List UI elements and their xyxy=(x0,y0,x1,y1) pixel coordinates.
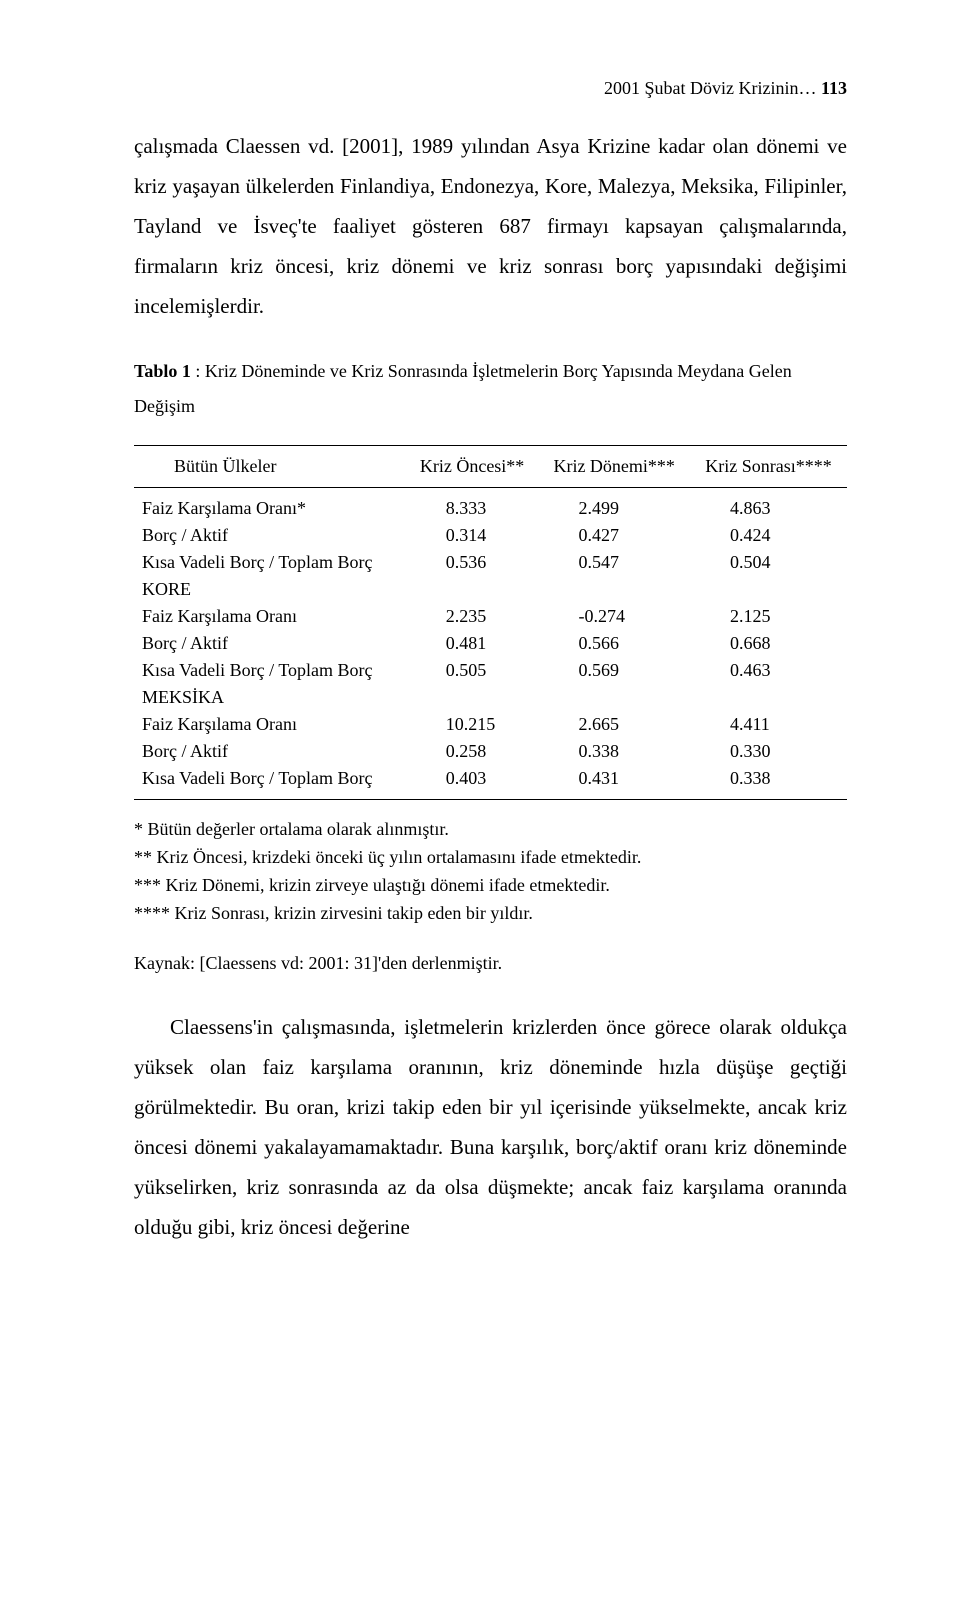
col-header-2: Kriz Dönemi*** xyxy=(538,445,690,487)
table-row: Kısa Vadeli Borç / Toplam Borç 0.536 0.5… xyxy=(134,549,847,576)
cell-label: Faiz Karşılama Oranı* xyxy=(134,487,406,522)
table-row: MEKSİKA xyxy=(134,684,847,711)
cell-value: 4.411 xyxy=(690,711,847,738)
table-row: Borç / Aktif 0.481 0.566 0.668 xyxy=(134,630,847,657)
table-caption-text: : Kriz Döneminde ve Kriz Sonrasında İşle… xyxy=(134,361,792,415)
cell-value: 0.566 xyxy=(538,630,690,657)
table-footnotes: * Bütün değerler ortalama olarak alınmış… xyxy=(134,816,847,928)
table-body: Faiz Karşılama Oranı* 8.333 2.499 4.863 … xyxy=(134,487,847,799)
footnote-3: *** Kriz Dönemi, krizin zirveye ulaştığı… xyxy=(134,872,847,900)
table-row: Borç / Aktif 0.258 0.338 0.330 xyxy=(134,738,847,765)
table-row: Kısa Vadeli Borç / Toplam Borç 0.403 0.4… xyxy=(134,765,847,800)
cell-value: 2.235 xyxy=(406,603,539,630)
cell-label: Faiz Karşılama Oranı xyxy=(134,711,406,738)
cell-label: Borç / Aktif xyxy=(134,522,406,549)
cell-label: KORE xyxy=(134,576,406,603)
cell-value: 10.215 xyxy=(406,711,539,738)
footnote-2: ** Kriz Öncesi, krizdeki önceki üç yılın… xyxy=(134,844,847,872)
cell-value: 0.505 xyxy=(406,657,539,684)
cell-value: 0.668 xyxy=(690,630,847,657)
outro-paragraph: Claessens'in çalışmasında, işletmelerin … xyxy=(134,1008,847,1247)
table-row: KORE xyxy=(134,576,847,603)
cell-value: 0.504 xyxy=(690,549,847,576)
cell-label: Borç / Aktif xyxy=(134,738,406,765)
cell-value: 0.536 xyxy=(406,549,539,576)
cell-label: Kısa Vadeli Borç / Toplam Borç xyxy=(134,765,406,800)
col-header-0: Bütün Ülkeler xyxy=(134,445,406,487)
intro-paragraph: çalışmada Claessen vd. [2001], 1989 yılı… xyxy=(134,127,847,326)
cell-value: 0.330 xyxy=(690,738,847,765)
cell-value: 0.314 xyxy=(406,522,539,549)
cell-value xyxy=(538,576,690,603)
cell-value: 0.258 xyxy=(406,738,539,765)
cell-label: Borç / Aktif xyxy=(134,630,406,657)
cell-value: 4.863 xyxy=(690,487,847,522)
col-header-3: Kriz Sonrası**** xyxy=(690,445,847,487)
table-row: Faiz Karşılama Oranı* 8.333 2.499 4.863 xyxy=(134,487,847,522)
cell-value: 0.463 xyxy=(690,657,847,684)
cell-value xyxy=(406,576,539,603)
table-row: Faiz Karşılama Oranı 10.215 2.665 4.411 xyxy=(134,711,847,738)
cell-label: MEKSİKA xyxy=(134,684,406,711)
cell-label: Kısa Vadeli Borç / Toplam Borç xyxy=(134,657,406,684)
cell-label: Faiz Karşılama Oranı xyxy=(134,603,406,630)
cell-value: 2.499 xyxy=(538,487,690,522)
cell-value: 0.427 xyxy=(538,522,690,549)
cell-value: 0.338 xyxy=(690,765,847,800)
cell-value: 0.547 xyxy=(538,549,690,576)
cell-label: Kısa Vadeli Borç / Toplam Borç xyxy=(134,549,406,576)
running-head: 2001 Şubat Döviz Krizinin… 113 xyxy=(134,78,847,99)
cell-value: -0.274 xyxy=(538,603,690,630)
cell-value xyxy=(690,576,847,603)
table-row: Kısa Vadeli Borç / Toplam Borç 0.505 0.5… xyxy=(134,657,847,684)
table-row: Faiz Karşılama Oranı 2.235 -0.274 2.125 xyxy=(134,603,847,630)
cell-value: 0.569 xyxy=(538,657,690,684)
cell-value: 8.333 xyxy=(406,487,539,522)
cell-value: 2.125 xyxy=(690,603,847,630)
footnote-4: **** Kriz Sonrası, krizin zirvesini taki… xyxy=(134,900,847,928)
table-label: Tablo 1 xyxy=(134,361,191,381)
table-caption: Tablo 1 : Kriz Döneminde ve Kriz Sonrası… xyxy=(134,354,847,422)
running-head-title: 2001 Şubat Döviz Krizinin… xyxy=(604,78,816,98)
cell-value xyxy=(690,684,847,711)
cell-value: 0.424 xyxy=(690,522,847,549)
cell-value: 0.481 xyxy=(406,630,539,657)
col-header-1: Kriz Öncesi** xyxy=(406,445,539,487)
cell-value: 2.665 xyxy=(538,711,690,738)
table-source: Kaynak: [Claessens vd: 2001: 31]'den der… xyxy=(134,953,847,974)
page: 2001 Şubat Döviz Krizinin… 113 çalışmada… xyxy=(0,0,960,1336)
cell-value xyxy=(538,684,690,711)
cell-value: 0.338 xyxy=(538,738,690,765)
table-header-row: Bütün Ülkeler Kriz Öncesi** Kriz Dönemi*… xyxy=(134,445,847,487)
cell-value: 0.403 xyxy=(406,765,539,800)
cell-value xyxy=(406,684,539,711)
cell-value: 0.431 xyxy=(538,765,690,800)
footnote-1: * Bütün değerler ortalama olarak alınmış… xyxy=(134,816,847,844)
page-number: 113 xyxy=(821,78,847,98)
table-row: Borç / Aktif 0.314 0.427 0.424 xyxy=(134,522,847,549)
data-table: Bütün Ülkeler Kriz Öncesi** Kriz Dönemi*… xyxy=(134,445,847,800)
